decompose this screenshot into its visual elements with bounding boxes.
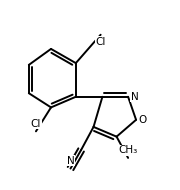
Text: N: N bbox=[67, 156, 74, 166]
Text: Cl: Cl bbox=[31, 119, 41, 129]
Text: CH₃: CH₃ bbox=[118, 145, 138, 155]
Text: Cl: Cl bbox=[95, 36, 106, 47]
Text: N: N bbox=[131, 92, 139, 102]
Text: O: O bbox=[139, 115, 147, 125]
